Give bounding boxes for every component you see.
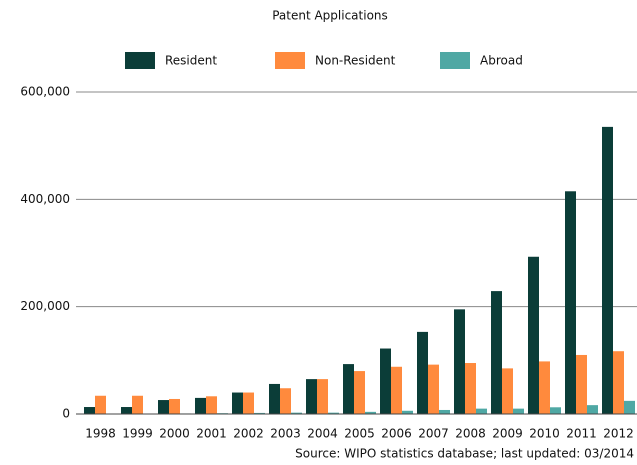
x-tick-label: 2012 bbox=[603, 427, 634, 441]
bar bbox=[121, 407, 132, 414]
bar bbox=[528, 256, 539, 414]
bar bbox=[565, 191, 576, 414]
bar bbox=[391, 366, 402, 414]
x-tick-label: 2002 bbox=[233, 427, 264, 441]
legend-label: Resident bbox=[165, 54, 217, 68]
bar bbox=[402, 410, 413, 414]
x-tick-label: 2006 bbox=[381, 427, 412, 441]
bar bbox=[587, 405, 598, 414]
legend-swatch bbox=[125, 52, 155, 69]
bar bbox=[365, 411, 376, 414]
bar bbox=[513, 408, 524, 414]
bar bbox=[317, 379, 328, 414]
bar bbox=[428, 364, 439, 414]
bar bbox=[232, 392, 243, 414]
source-note: Source: WIPO statistics database; last u… bbox=[295, 447, 634, 461]
bar bbox=[613, 351, 624, 414]
bar bbox=[539, 361, 550, 414]
x-tick-label: 1998 bbox=[85, 427, 116, 441]
bar bbox=[343, 364, 354, 414]
legend-swatch bbox=[275, 52, 305, 69]
bar bbox=[291, 412, 302, 414]
bar bbox=[206, 396, 217, 414]
bar bbox=[243, 392, 254, 414]
bar bbox=[195, 397, 206, 414]
bar bbox=[476, 408, 487, 414]
x-tick-label: 2000 bbox=[159, 427, 190, 441]
x-tick-label: 2010 bbox=[529, 427, 560, 441]
x-tick-label: 2003 bbox=[270, 427, 301, 441]
x-tick-label: 2009 bbox=[492, 427, 523, 441]
bar bbox=[280, 388, 291, 414]
bar bbox=[417, 331, 428, 414]
bar bbox=[169, 398, 180, 414]
bar bbox=[306, 379, 317, 414]
bar bbox=[454, 309, 465, 414]
bar bbox=[624, 400, 635, 414]
bar bbox=[502, 368, 513, 414]
x-tick-label: 2007 bbox=[418, 427, 449, 441]
chart-title: Patent Applications bbox=[272, 9, 388, 23]
bar bbox=[132, 395, 143, 414]
bar bbox=[84, 407, 95, 414]
bar bbox=[254, 412, 265, 414]
y-tick-label: 0 bbox=[62, 407, 70, 421]
x-tick-label: 2004 bbox=[307, 427, 338, 441]
bar bbox=[158, 400, 169, 414]
legend-swatch bbox=[440, 52, 470, 69]
bar bbox=[491, 291, 502, 414]
x-tick-label: 2001 bbox=[196, 427, 227, 441]
bar bbox=[269, 383, 280, 414]
bar bbox=[328, 412, 339, 414]
bar bbox=[576, 354, 587, 414]
x-tick-label: 2011 bbox=[566, 427, 597, 441]
y-tick-label: 400,000 bbox=[20, 192, 70, 206]
x-tick-label: 1999 bbox=[122, 427, 153, 441]
bar bbox=[439, 409, 450, 414]
bar bbox=[380, 348, 391, 414]
bar bbox=[354, 371, 365, 414]
legend-label: Non-Resident bbox=[315, 54, 396, 68]
bar bbox=[602, 126, 613, 414]
y-tick-label: 600,000 bbox=[20, 85, 70, 99]
bar bbox=[550, 407, 561, 414]
x-tick-label: 2005 bbox=[344, 427, 375, 441]
legend-label: Abroad bbox=[480, 54, 523, 68]
bar bbox=[95, 395, 106, 414]
bar bbox=[465, 363, 476, 414]
x-tick-label: 2008 bbox=[455, 427, 486, 441]
y-tick-label: 200,000 bbox=[20, 299, 70, 313]
